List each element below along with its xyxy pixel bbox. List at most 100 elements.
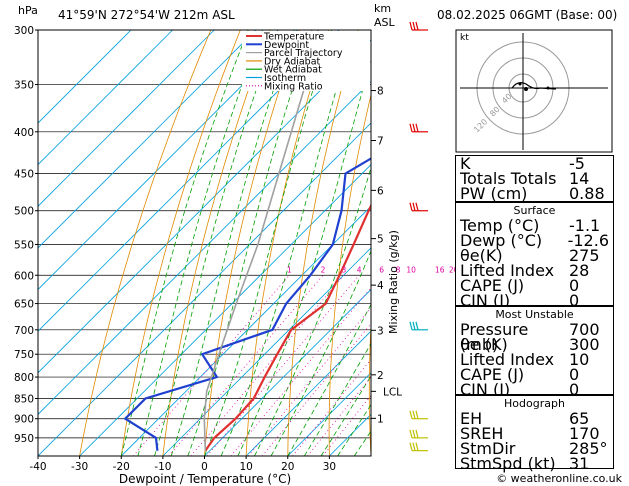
legend-label: Mixing Ratio bbox=[264, 81, 323, 92]
indices-label: PW (cm) bbox=[460, 184, 528, 203]
wind-barb-flag bbox=[415, 21, 419, 31]
mixing-ratio-line bbox=[190, 275, 345, 456]
isotherm-line bbox=[38, 30, 215, 207]
pressure-tick-label: 950 bbox=[14, 433, 34, 445]
legend-label: Dry Adiabat bbox=[264, 56, 321, 67]
km-unit-label: km bbox=[374, 2, 391, 15]
hodo-stats-label: EH bbox=[460, 409, 483, 428]
surface-value: 275 bbox=[569, 246, 600, 265]
indices-row: K -5 bbox=[456, 156, 613, 172]
dry-adiabat-line bbox=[162, 30, 271, 456]
pressure-tick-label: 900 bbox=[14, 414, 34, 426]
hodograph: kt 40 80 120 bbox=[455, 29, 613, 153]
mixing-ratio-label: 4 bbox=[357, 265, 362, 274]
wind-barb-flag bbox=[409, 410, 413, 419]
most-unstable-row: CAPE (J) 0 bbox=[456, 365, 613, 384]
pressure-tick-label: 650 bbox=[14, 299, 34, 311]
dry-adiabat-line bbox=[120, 30, 241, 456]
mixing-ratio-line bbox=[132, 275, 290, 456]
indices-value: 14 bbox=[569, 169, 590, 188]
isotherm-line bbox=[245, 330, 371, 456]
surface-label: CAPE (J) bbox=[460, 276, 525, 295]
most-unstable-label: Lifted Index bbox=[460, 350, 555, 369]
hodo-stats-label: StmSpd (kt) bbox=[460, 454, 556, 473]
isotherm-line bbox=[38, 30, 132, 124]
hodograph-unit: kt bbox=[460, 33, 469, 43]
wind-barb-flag bbox=[409, 442, 413, 451]
km-tick-label: 3 bbox=[377, 325, 384, 337]
wind-barb-flag bbox=[409, 21, 413, 31]
surface-panel: Surface Temp (°C) -1.1 Dewp (°C) -12.6 θe(K)… bbox=[455, 202, 614, 310]
wind-barb-flag bbox=[415, 442, 419, 451]
surface-row: Temp (°C) -1.1 bbox=[456, 216, 613, 235]
wind-barb-flag bbox=[415, 123, 419, 132]
most-unstable-value: 300 bbox=[569, 335, 600, 354]
footer-credit: © weatheronline.co.uk bbox=[496, 472, 622, 485]
wind-barb-flag bbox=[412, 410, 416, 419]
isotherm-line bbox=[38, 30, 257, 249]
indices-panel: K -5 Totals Totals 14 PW (cm) 0.88 bbox=[455, 155, 614, 202]
wet-adiabat-line bbox=[187, 30, 313, 456]
isotherm-line bbox=[38, 80, 371, 415]
wind-barb-flag bbox=[415, 429, 419, 438]
hodo-stats-row: SREH 170 bbox=[456, 426, 613, 442]
most-unstable-label: Pressure (mb) bbox=[460, 320, 529, 354]
dry-adiabat-line bbox=[79, 30, 212, 456]
pressure-tick-label: 750 bbox=[14, 349, 34, 361]
surface-label: Lifted Index bbox=[460, 261, 555, 280]
most-unstable-value: 0 bbox=[569, 380, 580, 399]
wet-adiabat-line bbox=[237, 59, 371, 456]
pressure-tick-label: 600 bbox=[14, 270, 34, 282]
asl-unit-label: ASL bbox=[374, 16, 396, 29]
pressure-tick-label: 400 bbox=[14, 127, 34, 139]
pressure-tick-label: 800 bbox=[14, 372, 34, 384]
dry-adiabat-line bbox=[408, 30, 447, 456]
pressure-tick-label: 850 bbox=[14, 393, 34, 405]
pressure-tick-label: 350 bbox=[14, 80, 34, 92]
surface-label: CIN (J) bbox=[460, 291, 511, 310]
dry-adiabat-line bbox=[287, 30, 359, 456]
wind-barb-flag bbox=[412, 442, 416, 451]
dry-adiabat-line bbox=[619, 30, 629, 456]
temp-tick-label: -30 bbox=[71, 461, 88, 473]
most-unstable-label: CAPE (J) bbox=[460, 365, 525, 384]
pressure-tick-label: 550 bbox=[14, 239, 34, 251]
surface-value: 28 bbox=[569, 261, 590, 280]
dry-adiabat-line bbox=[204, 30, 300, 456]
surface-row: Lifted Index 28 bbox=[456, 261, 613, 280]
temp-tick-label: 20 bbox=[281, 461, 294, 473]
most-unstable-row: Pressure (mb) 700 bbox=[456, 320, 613, 354]
mixing-ratio-label: 2 bbox=[321, 265, 326, 274]
wet-adiabat-line bbox=[154, 30, 279, 456]
hodograph-stats-title: Hodograph bbox=[504, 397, 565, 410]
location-label: 41°59'N 272°54'W 212m ASL bbox=[58, 8, 235, 22]
dewpoint-series bbox=[123, 157, 371, 451]
wind-barb-flag bbox=[409, 202, 413, 211]
mixing-ratio-label: 20 bbox=[449, 265, 459, 274]
surface-label: Temp (°C) bbox=[460, 216, 540, 235]
legend-label: Wet Adiabat bbox=[264, 65, 322, 76]
hodo-stats-label: StmDir bbox=[460, 439, 516, 458]
wet-adiabat-line bbox=[204, 30, 333, 456]
km-tick-label: 6 bbox=[377, 185, 384, 197]
wind-barb-flag bbox=[412, 321, 416, 330]
wind-barb-flag bbox=[412, 21, 416, 31]
km-tick-label: 7 bbox=[377, 136, 384, 148]
mixing-ratio-label: 10 bbox=[406, 265, 416, 274]
isotherm-line bbox=[162, 247, 371, 456]
surface-row: θe(K) 275 bbox=[456, 246, 613, 265]
mixing-ratio-label: 16 bbox=[435, 265, 445, 274]
most-unstable-row: CIN (J) 0 bbox=[456, 380, 613, 399]
legend-label: Dewpoint bbox=[264, 40, 309, 51]
surface-value: -1.1 bbox=[569, 216, 601, 235]
temp-tick-label: 10 bbox=[239, 461, 252, 473]
hodograph-stats-panel: Hodograph EH 65 SREH 170 StmDir 285° StmSpd (k… bbox=[455, 395, 614, 473]
wind-barb-flag bbox=[412, 429, 416, 438]
surface-value: -12.6 bbox=[567, 231, 609, 250]
indices-row: Totals Totals 14 bbox=[456, 169, 613, 188]
wind-barb-flag bbox=[412, 202, 416, 211]
wind-barb-flag bbox=[409, 123, 413, 132]
indices-value: 0.88 bbox=[569, 184, 605, 203]
